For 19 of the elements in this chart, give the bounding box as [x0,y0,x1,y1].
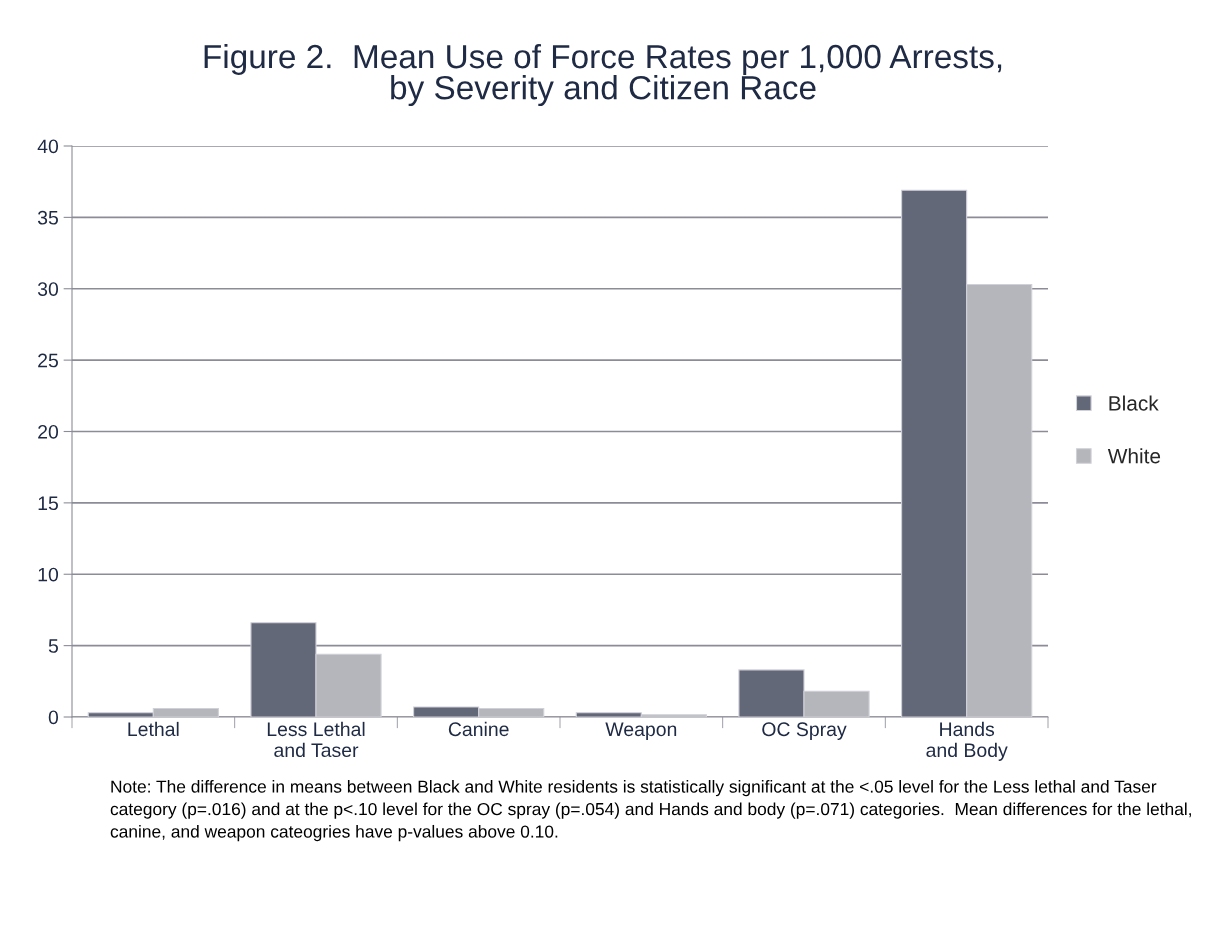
y-tick-label: 25 [38,353,58,368]
legend-label: White [1107,448,1161,464]
legend-label: Black [1109,395,1159,411]
x-tick-label: Hands and Body [926,721,1008,761]
x-tick-label: Canine [448,721,509,737]
y-tick-label: 5 [48,639,58,653]
y-tick-label: 10 [38,567,59,582]
x-tick-label: Less Lethal and Taser [267,721,365,758]
text: Note: The difference in means between Black and White residents is statistically significant at the <.05 level for the Less lethal and Taser category (p=.016) and at the p<.10 level for the OC spray (p=.054) and Hands and body (p=.071) categories. Mean differences for the lethal, canine, and weapon cateogries have p-values above 0.10. [110,780,1191,842]
y-tick-label: 30 [37,282,59,296]
y-tick-label: 20 [38,424,59,439]
x-tick-label: OC Spray [762,722,847,740]
y-tick-label: 40 [37,139,59,154]
y-tick-label: 35 [37,210,58,225]
y-tick-label: 0 [48,710,59,725]
x-tick-label: Weapon [605,722,677,740]
chart-title: Figure 2. Mean Use of Force Rates per 1,000 Arrests, by Severity and Citizen Race [204,43,1002,107]
y-tick-label: 15 [38,496,58,511]
x-tick-label: Lethal [128,721,179,737]
